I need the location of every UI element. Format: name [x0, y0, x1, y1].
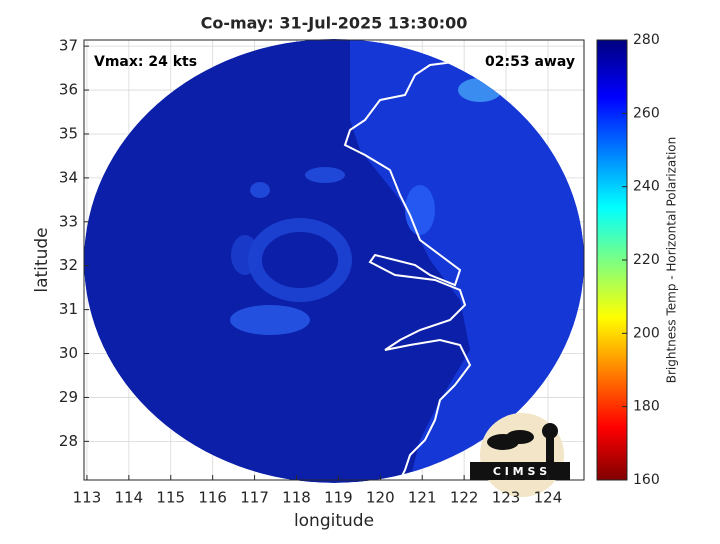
y-tick-label: 33 — [59, 212, 78, 230]
x-tick-label: 118 — [282, 489, 311, 507]
colorbar-tick-label: 260 — [633, 105, 660, 121]
x-tick-label: 113 — [73, 489, 102, 507]
y-tick-label: 30 — [59, 344, 78, 362]
y-tick-label: 28 — [59, 432, 78, 450]
x-tick-label: 122 — [450, 489, 479, 507]
cimss-logo: C I M S S — [470, 413, 570, 497]
y-tick-label: 31 — [59, 300, 78, 318]
y-tick-label: 29 — [59, 388, 78, 406]
x-tick-label: 123 — [492, 489, 521, 507]
satellite-image — [84, 39, 584, 483]
annotation: 02:53 away — [485, 54, 575, 70]
plot-frame — [83, 39, 585, 481]
colorbar-tick-label: 200 — [633, 325, 660, 341]
y-tick-label: 35 — [59, 124, 78, 142]
x-tick-label: 124 — [534, 489, 563, 507]
annotation: Vmax: 24 kts — [94, 54, 197, 70]
x-tick-label: 116 — [198, 489, 227, 507]
y-tick-label: 37 — [59, 37, 78, 55]
colorbar-tick-label: 160 — [633, 472, 660, 488]
y-tick-label: 36 — [59, 81, 78, 99]
colorbar-tick-label: 220 — [633, 252, 660, 268]
y-tick-label: 34 — [59, 168, 78, 186]
y-axis-label: latitude — [32, 227, 52, 292]
logo-text: C I M S S — [493, 465, 547, 478]
x-tick-label: 114 — [115, 489, 144, 507]
colorbar-tick-label: 180 — [633, 399, 660, 415]
colorbar-tick-label: 280 — [633, 32, 660, 48]
x-tick-label: 121 — [408, 489, 437, 507]
colorbar-tick-label: 240 — [633, 179, 660, 195]
x-tick-label: 115 — [156, 489, 185, 507]
y-tick-label: 32 — [59, 256, 78, 274]
x-tick-label: 120 — [366, 489, 395, 507]
x-axis-label: longitude — [294, 511, 374, 531]
chart-title: Co-may: 31-Jul-2025 13:30:00 — [201, 14, 468, 33]
x-tick-label: 117 — [240, 489, 269, 507]
x-tick-label: 119 — [324, 489, 353, 507]
colorbar-label: Brightness Temp - Horizontal Polarizatio… — [665, 137, 679, 384]
